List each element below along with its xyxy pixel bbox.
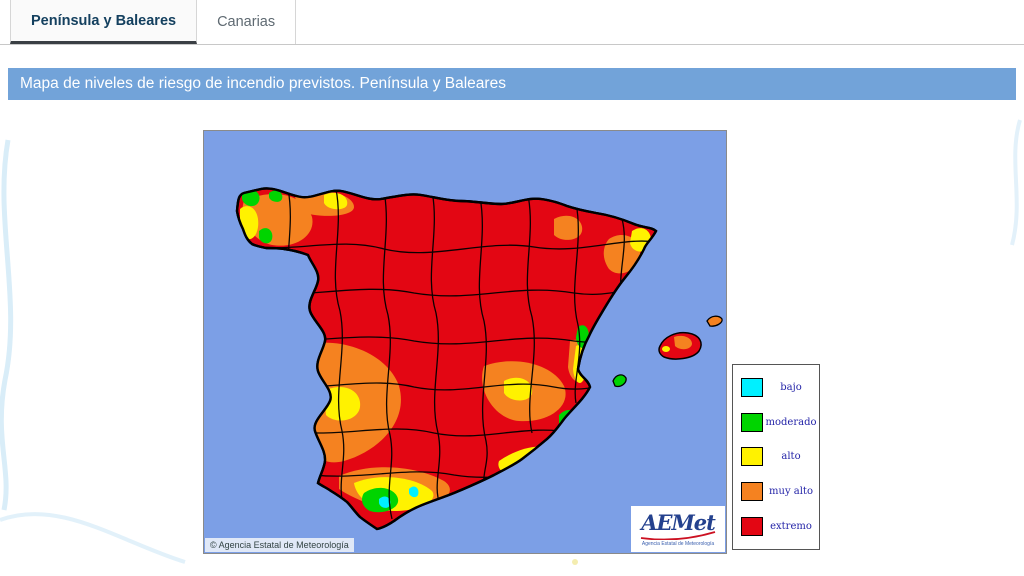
legend-label-extremo: extremo <box>770 520 812 532</box>
tab-canarias[interactable]: Canarias <box>197 0 297 44</box>
map-copyright: © Agencia Estatal de Meteorología <box>205 538 354 552</box>
legend-label-muy-alto: muy alto <box>769 486 813 498</box>
balearic-islands <box>612 315 723 388</box>
legend-label-bajo: bajo <box>780 382 802 394</box>
legend-label-alto: alto <box>781 451 801 463</box>
tab-peninsula-baleares[interactable]: Península y Baleares <box>10 0 198 44</box>
legend-item-moderado: moderado <box>733 407 819 437</box>
map-title-banner: Mapa de niveles de riesgo de incendio pr… <box>8 68 1016 100</box>
spain-fire-risk-map-image <box>204 131 726 553</box>
map-title: Mapa de niveles de riesgo de incendio pr… <box>20 75 506 92</box>
tab-peninsula-baleares-label: Península y Baleares <box>31 12 177 29</box>
legend-item-bajo: bajo <box>733 373 819 403</box>
aemet-logo-subtext: Agencia Estatal de Meteorología <box>641 540 715 547</box>
aemet-logo-text: AEMet <box>641 509 716 535</box>
legend-swatch-bajo <box>741 378 763 398</box>
aemet-logo: AEMet Agencia Estatal de Meteorología <box>631 506 725 552</box>
fire-risk-map: © Agencia Estatal de Meteorología AEMet … <box>203 130 727 554</box>
legend-item-muy-alto: muy alto <box>733 477 819 507</box>
legend-swatch-moderado <box>741 412 763 432</box>
legend-item-extremo: extremo <box>733 511 819 541</box>
risk-legend: bajo moderado alto muy alto extremo <box>732 364 820 550</box>
legend-swatch-alto <box>741 447 763 467</box>
legend-swatch-extremo <box>741 516 763 536</box>
tab-canarias-label: Canarias <box>217 14 276 30</box>
legend-item-alto: alto <box>733 442 819 472</box>
aemet-logo-swoosh-icon <box>640 530 716 540</box>
legend-swatch-muy-alto <box>741 482 763 502</box>
tabs-bar: Península y Baleares Canarias <box>0 0 1024 45</box>
legend-label-moderado: moderado <box>765 416 817 428</box>
